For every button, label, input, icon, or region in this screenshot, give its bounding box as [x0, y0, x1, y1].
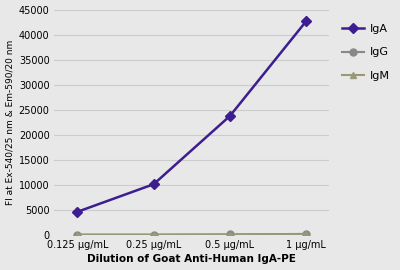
- IgG: [151, 233, 156, 236]
- X-axis label: Dilution of Goat Anti-Human IgA-PE: Dilution of Goat Anti-Human IgA-PE: [87, 254, 296, 264]
- IgM: [304, 232, 309, 236]
- Line: IgM: IgM: [74, 231, 310, 238]
- Line: IgG: IgG: [74, 230, 310, 238]
- IgA: [151, 183, 156, 186]
- IgG: [304, 232, 309, 235]
- IgA: [304, 19, 309, 23]
- IgA: [75, 210, 80, 214]
- IgG: [75, 233, 80, 236]
- IgG: [228, 233, 232, 236]
- IgM: [151, 233, 156, 236]
- IgA: [228, 114, 232, 117]
- IgM: [75, 233, 80, 236]
- Y-axis label: FI at Ex-540/25 nm & Em-590/20 nm: FI at Ex-540/25 nm & Em-590/20 nm: [6, 40, 14, 205]
- Line: IgA: IgA: [74, 18, 310, 215]
- Legend: IgA, IgG, IgM: IgA, IgG, IgM: [338, 20, 394, 85]
- IgM: [228, 233, 232, 236]
